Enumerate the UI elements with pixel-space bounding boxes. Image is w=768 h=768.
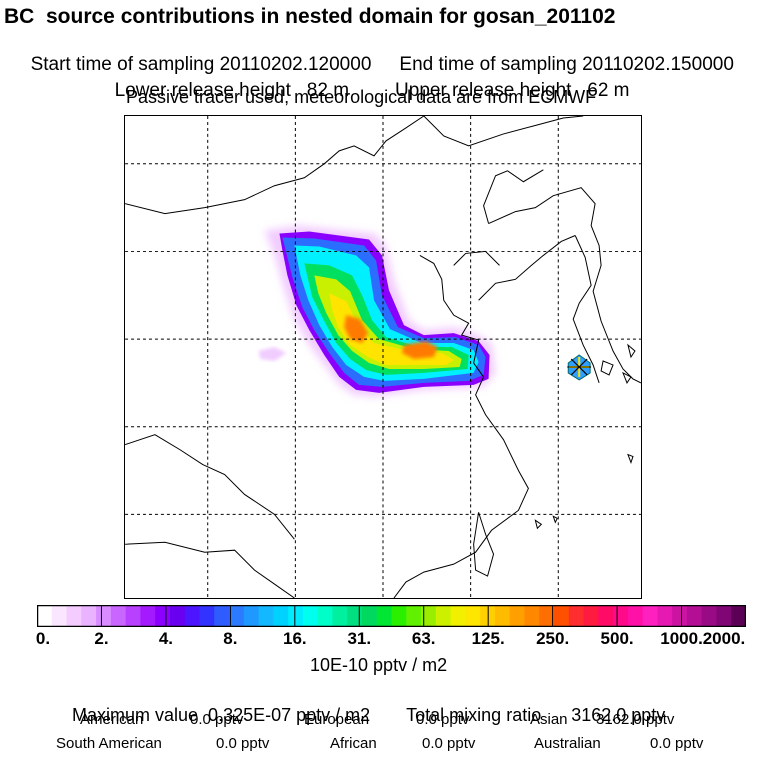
colorbar-swatch <box>716 605 732 627</box>
colorbar-swatch <box>494 605 511 627</box>
colorbar-swatch <box>657 605 673 627</box>
colorbar-swatch <box>376 605 393 627</box>
colorbar-swatch <box>391 605 407 627</box>
colorbar-swatch <box>613 605 629 627</box>
colorbar-swatch <box>317 605 334 627</box>
colorbar-swatch <box>406 605 422 627</box>
colorbar-swatch <box>509 605 526 627</box>
region-african-name: African <box>330 735 377 752</box>
colorbar-swatch <box>686 605 703 627</box>
colorbar-swatch <box>450 605 466 627</box>
start-time: Start time of sampling 20110202.120000 <box>30 54 372 75</box>
total-mixing-ratio-label: Total mixing ratio <box>406 705 542 725</box>
summary-line: Maximum value 0.325E-07 pptv / m2 Total m… <box>62 688 665 724</box>
colorbar-swatch <box>66 605 82 627</box>
map-panel <box>124 115 642 599</box>
colorbar-swatch <box>347 605 363 627</box>
concentration-plume <box>258 225 496 397</box>
end-time: End time of sampling 20110202.150000 <box>399 54 734 75</box>
colorbar-tick-label: 0. <box>35 629 51 648</box>
colorbar-tick-label: 16. <box>282 629 307 648</box>
colorbar-tick-label: 4. <box>158 629 173 648</box>
colorbar-swatch <box>539 605 555 627</box>
colorbar-swatch <box>37 605 53 627</box>
region-asian-name: Asian <box>530 711 568 728</box>
colorbar-swatch <box>361 605 378 627</box>
colorbar-tick-label: 31. <box>347 629 372 648</box>
region-south-american-value: 0.0 pptv <box>216 735 270 752</box>
region-european-value: 0.0 pptv <box>416 711 470 728</box>
region-australian-name: Australian <box>534 735 601 752</box>
colorbar-swatch <box>288 605 304 627</box>
colorbar-swatch <box>435 605 452 627</box>
colorbar-swatch <box>110 605 127 627</box>
region-asian-value: 3162.0 pptv <box>596 711 675 728</box>
colorbar-swatch <box>465 605 481 627</box>
colorbar-swatch <box>199 605 215 627</box>
colorbar-swatch <box>553 605 570 627</box>
maximum-value: Maximum value 0.325E-07 pptv / m2 <box>72 705 371 725</box>
colorbar <box>37 605 746 627</box>
colorbar-swatch <box>302 605 319 627</box>
colorbar-swatch <box>184 605 201 627</box>
region-american-name: American <box>80 711 144 728</box>
colorbar-tick-label: 2. <box>94 629 109 648</box>
colorbar-tick-label: 1000. <box>660 629 703 648</box>
gosan-receptor-marker <box>567 354 592 381</box>
colorbar-swatch <box>169 605 186 627</box>
total-mixing-ratio-value: 3162.0 pptv <box>571 705 666 725</box>
release-heights: Lower release height 82 m Upper release h… <box>104 62 630 100</box>
plot-title: BC source contributions in nested domain… <box>4 5 616 28</box>
colorbar-swatch <box>229 605 245 627</box>
sampling-times: Start time of sampling 20110202.120000 En… <box>20 36 734 74</box>
region-american-value: 0.0 pptv <box>190 711 244 728</box>
colorbar-tick-label: 125. <box>471 629 505 648</box>
colorbar-tick-label: 8. <box>223 629 238 648</box>
colorbar-swatch <box>155 605 171 627</box>
lower-release-height: Lower release height 82 m <box>114 80 350 101</box>
colorbar-swatch <box>332 605 348 627</box>
colorbar-swatch <box>258 605 274 627</box>
colorbar-swatch <box>96 605 112 627</box>
colorbar-swatch <box>214 605 230 627</box>
colorbar-swatch <box>642 605 658 627</box>
colorbar-swatch <box>51 605 68 627</box>
colorbar-swatch <box>627 605 644 627</box>
colorbar-tick-label: 2000. <box>702 629 746 648</box>
coastlines <box>125 116 641 598</box>
colorbar-swatch <box>701 605 718 627</box>
colorbar-swatch <box>583 605 599 627</box>
colorbar-swatch <box>140 605 156 627</box>
colorbar-tick-label: 63. <box>411 629 436 648</box>
colorbar-swatch <box>672 605 688 627</box>
region-african-value: 0.0 pptv <box>422 735 476 752</box>
colorbar-swatch <box>731 605 746 627</box>
colorbar-swatch <box>598 605 614 627</box>
colorbar-swatch <box>125 605 141 627</box>
colorbar-units: 10E-10 pptv / m2 <box>310 655 448 675</box>
upper-release-height: Upper release height 62 m <box>395 80 630 101</box>
colorbar-tick-label: 250. <box>536 629 570 648</box>
colorbar-swatch <box>81 605 97 627</box>
colorbar-tick-label: 500. <box>600 629 634 648</box>
lat-lon-grid <box>125 116 641 598</box>
region-south-american-name: South American <box>56 735 162 752</box>
region-australian-value: 0.0 pptv <box>650 735 704 752</box>
colorbar-swatch <box>243 605 260 627</box>
colorbar-frame <box>37 605 746 627</box>
colorbar-swatch <box>273 605 289 627</box>
colorbar-swatch <box>524 605 540 627</box>
colorbar-swatch <box>568 605 585 627</box>
tracer-note: Passive tracer used, meteorological data… <box>126 87 597 107</box>
colorbar-swatch <box>421 605 437 627</box>
region-european-name: European <box>304 711 370 728</box>
